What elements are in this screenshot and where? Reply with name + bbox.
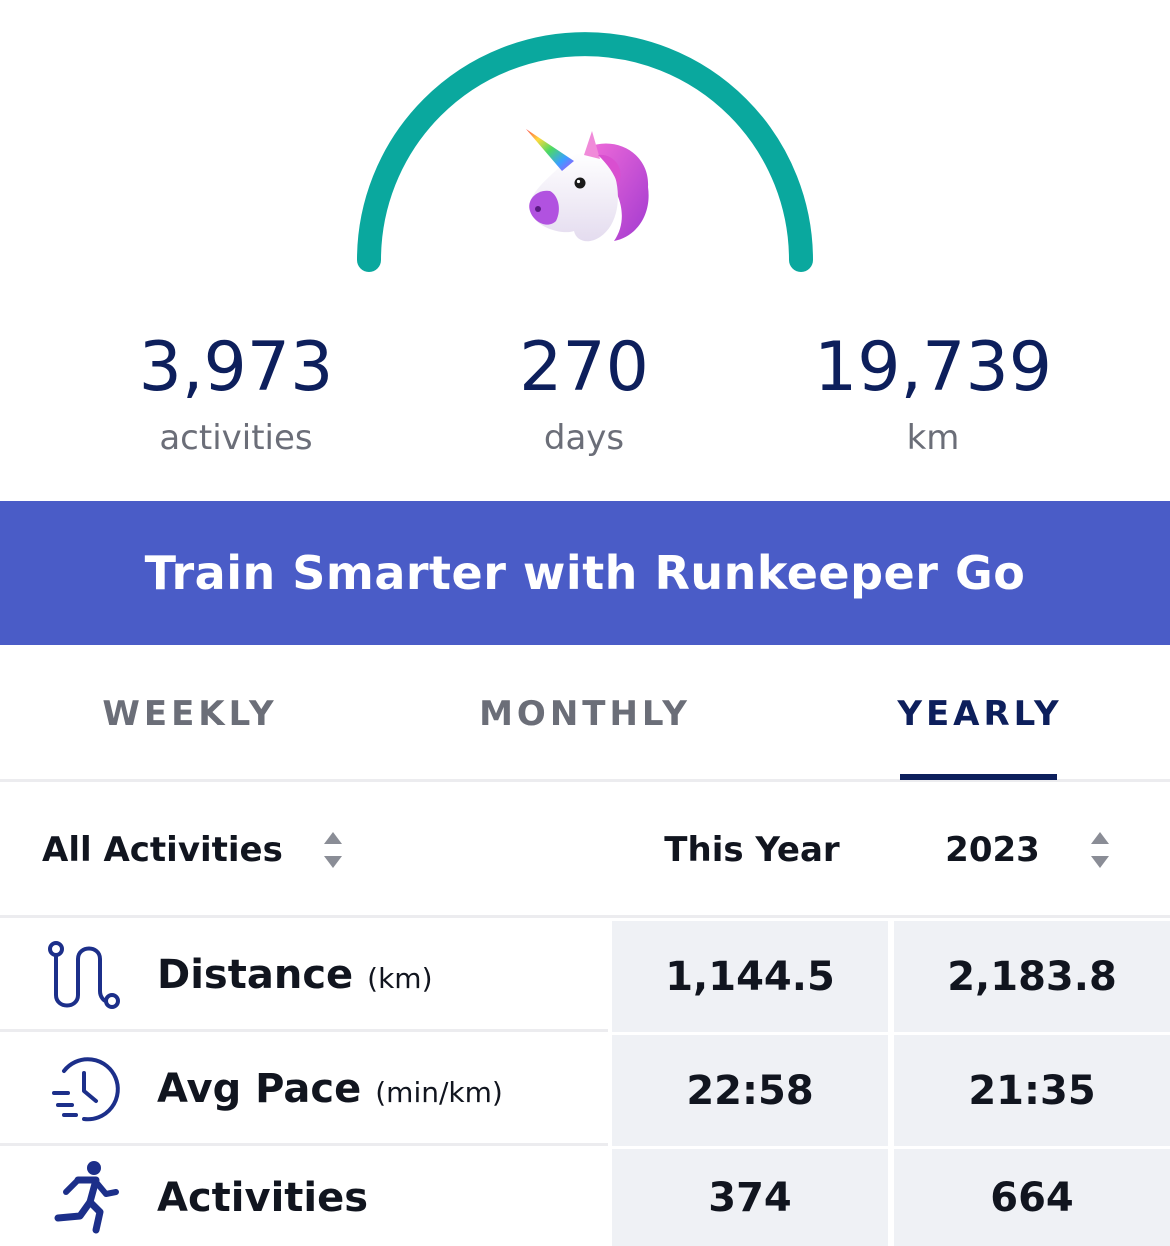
table-row-avg-pace: Avg Pace (min/km) 22:58 21:35 (0, 1035, 1170, 1146)
stat-unit: km (906, 418, 960, 458)
comparison-table-header: All Activities This Year 2023 (0, 782, 1170, 918)
cell-this-year: 1,144.5 (612, 921, 888, 1032)
stat-total-distance: 19,739 km (773, 326, 1093, 460)
row-label-cell: Distance (km) (0, 921, 608, 1032)
row-unit: (min/km) (375, 1076, 503, 1109)
table-row-distance: Distance (km) 1,144.5 2,183.8 (0, 921, 1170, 1032)
activity-type-label: All Activities (42, 830, 283, 870)
row-label: Avg Pace (157, 1066, 362, 1112)
cell-compare-year: 664 (894, 1149, 1170, 1246)
compare-year-label: 2023 (945, 830, 1040, 870)
summary-section: 3,973 activities 270 days 19,739 km (0, 0, 1170, 500)
table-row-activities: Activities 374 664 (0, 1149, 1170, 1246)
unicorn-icon (526, 129, 649, 242)
row-label: Distance (157, 952, 354, 998)
column-this-year: This Year (664, 830, 840, 870)
row-title: Avg Pace (min/km) (157, 1066, 503, 1112)
stat-value: 270 (519, 328, 649, 407)
gauge-arc (357, 32, 813, 272)
route-icon (48, 941, 120, 1009)
activity-type-selector[interactable]: All Activities (42, 822, 343, 878)
stat-total-days: 270 days (424, 326, 744, 460)
pace-clock-icon (52, 1057, 120, 1122)
row-title: Distance (km) (157, 952, 433, 998)
compare-year-selector[interactable]: 2023 (900, 822, 1155, 878)
progress-gauge (357, 32, 813, 272)
stat-unit: days (543, 418, 625, 458)
row-title: Activities (157, 1175, 382, 1221)
sort-arrows-icon (323, 832, 342, 868)
period-tabs: WEEKLY MONTHLY YEARLY (0, 645, 1170, 782)
row-label-cell: Activities (0, 1149, 608, 1246)
cell-this-year: 374 (612, 1149, 888, 1246)
tab-yearly[interactable]: YEARLY (897, 693, 1063, 734)
stat-total-activities: 3,973 activities (76, 326, 396, 460)
cell-this-year: 22:58 (612, 1035, 888, 1146)
runner-icon (54, 1160, 119, 1233)
sort-arrows-icon (1090, 832, 1109, 868)
stat-unit: activities (159, 418, 313, 458)
tab-monthly[interactable]: MONTHLY (479, 693, 691, 734)
cell-compare-year: 21:35 (894, 1035, 1170, 1146)
runkeeper-go-banner[interactable]: Train Smarter with Runkeeper Go (0, 501, 1170, 645)
cell-compare-year: 2,183.8 (894, 921, 1170, 1032)
row-label-cell: Avg Pace (min/km) (0, 1035, 608, 1146)
banner-label: Train Smarter with Runkeeper Go (144, 546, 1026, 600)
tab-weekly[interactable]: WEEKLY (102, 693, 278, 734)
stat-value: 19,739 (814, 328, 1052, 407)
stat-value: 3,973 (138, 328, 334, 407)
selected-tab-indicator (900, 774, 1057, 780)
row-unit: (km) (367, 962, 433, 995)
row-label: Activities (157, 1174, 369, 1221)
